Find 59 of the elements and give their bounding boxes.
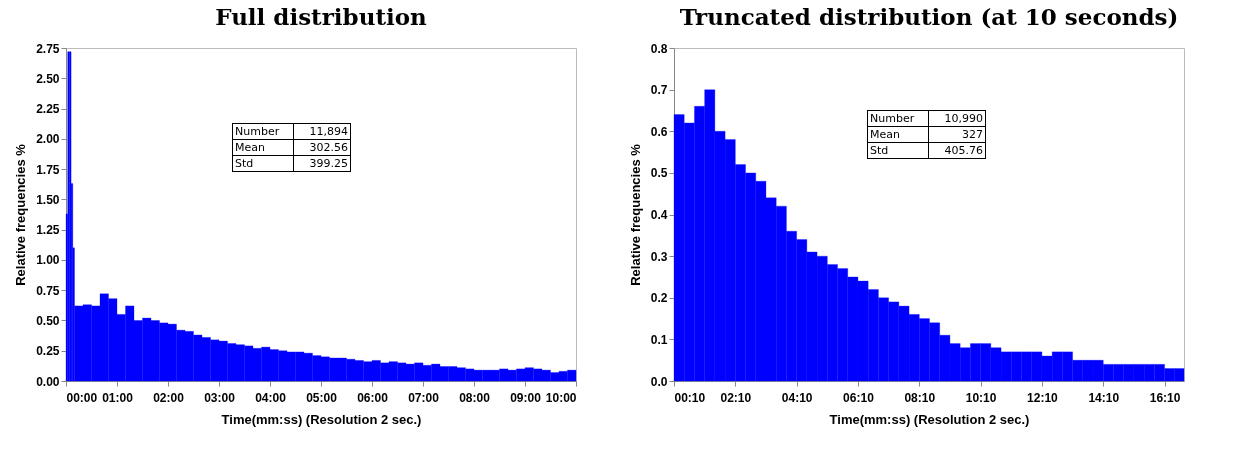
y-tick-label: 0.4 xyxy=(650,208,668,222)
x-tick-label: 07:00 xyxy=(408,390,440,405)
annotation: 302.56 xyxy=(293,139,351,156)
y-axis-title: Relative frequencies % xyxy=(627,143,643,286)
x-tick-label: 05:00 xyxy=(306,390,338,405)
y-tick-label: 0.00 xyxy=(36,374,60,389)
y-tick-label: 1.75 xyxy=(36,162,60,177)
x-tick-label: 06:00 xyxy=(357,390,389,405)
x-tick-label: 01:00 xyxy=(102,390,134,405)
y-tick-label: 1.25 xyxy=(36,223,60,238)
y-tick-label: 2.50 xyxy=(36,71,60,86)
x-tick-label: 10:10 xyxy=(965,390,997,405)
x-tick-label: 09:00 xyxy=(510,390,542,405)
x-tick-label: 02:00 xyxy=(153,390,185,405)
x-tick-label: 16:10 xyxy=(1149,390,1181,405)
y-tick-label: 2.75 xyxy=(36,41,60,56)
y-tick-label: 0.25 xyxy=(36,344,60,359)
y-tick-label: 0.8 xyxy=(650,41,668,56)
y-tick-label: 0.6 xyxy=(650,124,668,139)
y-tick-label: 0.75 xyxy=(36,283,60,298)
y-tick-label: 1.00 xyxy=(36,253,60,268)
x-tick-label: 00:00 xyxy=(66,390,98,405)
y-axis-title: Relative frequencies % xyxy=(13,143,29,286)
y-tick-label: 0.0 xyxy=(650,374,668,389)
x-tick-label: 02:10 xyxy=(720,390,752,405)
x-axis-title: Time(mm:ss) (Resolution 2 sec.) xyxy=(829,411,1030,427)
y-tick-label: 0.50 xyxy=(36,313,60,328)
y-tick-label: 2.25 xyxy=(36,102,60,117)
annotation: 11,894 xyxy=(293,123,351,140)
annotation: Number xyxy=(232,123,294,140)
chart-title: Full distribution xyxy=(215,3,428,30)
y-tick-label: 2.00 xyxy=(36,132,60,147)
y-tick-label: 0.7 xyxy=(650,83,668,98)
x-tick-label: 06:10 xyxy=(843,390,875,405)
y-tick-label: 1.50 xyxy=(36,192,60,207)
x-tick-label: 03:00 xyxy=(204,390,236,405)
x-tick-label: 00:10 xyxy=(674,390,706,405)
y-tick-label: 0.2 xyxy=(650,291,668,306)
annotation: Number xyxy=(867,110,929,127)
annotation: 405.76 xyxy=(928,142,986,159)
y-tick-label: 0.5 xyxy=(650,166,668,181)
annotation: 327 xyxy=(928,126,986,143)
annotation: 10,990 xyxy=(928,110,986,127)
annotation: Mean xyxy=(232,139,294,156)
x-tick-label: 08:00 xyxy=(459,390,491,405)
x-tick-label: 04:10 xyxy=(781,390,813,405)
x-tick-label: 08:10 xyxy=(904,390,936,405)
chart-title: Truncated distribution (at 10 seconds) xyxy=(679,3,1179,30)
y-tick-label: 0.3 xyxy=(650,249,668,264)
x-axis-title: Time(mm:ss) (Resolution 2 sec.) xyxy=(221,411,422,427)
x-tick-label: 14:10 xyxy=(1088,390,1120,405)
y-tick-label: 0.1 xyxy=(650,332,668,347)
annotation: Mean xyxy=(867,126,929,143)
annotation: Std xyxy=(867,142,929,159)
x-tick-label: 04:00 xyxy=(255,390,287,405)
x-tick-label: 12:10 xyxy=(1027,390,1059,405)
x-tick-label: 10:00 xyxy=(545,390,577,405)
annotation: 399.25 xyxy=(293,155,351,172)
annotation: Std xyxy=(232,155,294,172)
